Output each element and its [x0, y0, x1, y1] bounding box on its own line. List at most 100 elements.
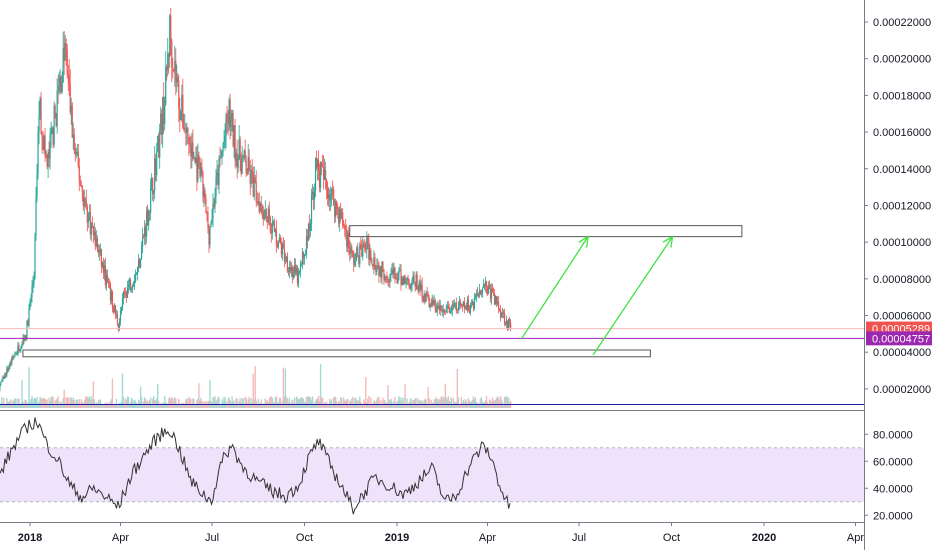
- candle-body: [429, 304, 431, 308]
- candle-body: [114, 305, 117, 315]
- volume-bar: [501, 402, 504, 408]
- candle-body: [292, 274, 295, 277]
- candle-body: [212, 203, 214, 219]
- range-rectangle[interactable]: [349, 225, 743, 238]
- volume-bar: [245, 397, 247, 408]
- volume-bar: [191, 404, 193, 408]
- candle-body: [154, 158, 156, 191]
- candle-body: [128, 280, 131, 286]
- volume-bar: [85, 396, 88, 408]
- candle-body: [306, 236, 309, 241]
- volume-bar: [472, 396, 475, 408]
- volume-bar: [86, 396, 89, 408]
- volume-bar: [242, 398, 244, 408]
- candle-body: [326, 180, 328, 188]
- candle-body: [307, 223, 310, 241]
- volume-bar: [209, 380, 211, 408]
- candle-body: [475, 293, 478, 297]
- volume-bar: [129, 402, 132, 408]
- arrow-line[interactable]: [592, 236, 674, 356]
- candle-body: [380, 266, 382, 278]
- volume-bar: [206, 403, 208, 408]
- candle-body: [291, 267, 294, 277]
- volume-bar: [141, 403, 144, 408]
- candle-body: [244, 150, 246, 162]
- volume-bar: [130, 397, 133, 408]
- candle-body: [405, 280, 407, 284]
- candle-body: [502, 312, 505, 314]
- volume-bar: [474, 397, 477, 408]
- candle-body: [189, 142, 191, 146]
- volume-bar: [286, 398, 289, 408]
- volume-bar: [121, 373, 124, 408]
- candle-body: [235, 152, 237, 161]
- volume-bar: [486, 402, 489, 408]
- candle-body: [271, 222, 273, 234]
- candle-body: [224, 136, 226, 142]
- candle-body: [401, 277, 403, 285]
- volume-bar: [169, 397, 171, 408]
- time-tick-label: Oct: [663, 532, 680, 544]
- volume-bar: [507, 397, 510, 408]
- price-tick-label: 0.00004000: [873, 347, 931, 359]
- candle-body: [37, 132, 39, 175]
- volume-bar: [457, 397, 460, 408]
- volume-bar: [377, 397, 379, 408]
- candle-body: [93, 231, 95, 236]
- volume-bar: [136, 404, 139, 408]
- range-rectangle[interactable]: [22, 349, 651, 358]
- candle-body: [194, 157, 196, 163]
- candle-body: [483, 284, 486, 286]
- candle-body: [261, 206, 263, 212]
- candle-body: [129, 280, 132, 290]
- candle-body: [184, 128, 186, 130]
- candle-body: [310, 194, 313, 224]
- volume-bar: [248, 396, 250, 408]
- candle-body: [1, 380, 3, 382]
- candle-body: [135, 273, 138, 275]
- volume-bar: [293, 397, 296, 408]
- candle-body: [339, 208, 341, 224]
- candle-body: [456, 309, 458, 311]
- volume-bar: [236, 398, 238, 408]
- candle-body: [56, 90, 58, 127]
- volume-bar: [332, 397, 335, 408]
- volume-bar: [65, 397, 67, 408]
- candle-body: [486, 287, 489, 294]
- volume-bar: [75, 399, 77, 408]
- candle-body: [131, 286, 134, 290]
- volume-bar: [101, 403, 104, 408]
- volume-bar: [466, 403, 469, 408]
- volume-bar: [467, 398, 470, 408]
- volume-bar: [162, 402, 164, 408]
- volume-bar: [258, 403, 260, 408]
- candle-body: [178, 80, 180, 109]
- candle-body: [446, 305, 448, 309]
- candle-body: [279, 237, 281, 245]
- volume-bar: [148, 399, 151, 408]
- candle-body: [451, 304, 453, 311]
- volume-bar: [262, 403, 264, 408]
- candle-body: [485, 280, 488, 288]
- candle-body: [181, 94, 183, 113]
- volume-bar: [330, 399, 333, 408]
- candle-body: [344, 226, 346, 229]
- arrow-line[interactable]: [521, 236, 589, 339]
- candle-body: [107, 282, 110, 284]
- candle-body: [411, 280, 413, 285]
- candle-body: [467, 299, 469, 311]
- volume-bar: [122, 396, 125, 408]
- candle-body: [426, 292, 428, 295]
- volume-bar: [347, 399, 349, 408]
- volume-bar: [239, 398, 241, 408]
- volume-bar: [119, 403, 122, 408]
- candle-body: [83, 198, 85, 206]
- volume-bar: [443, 398, 445, 408]
- volume-bar: [81, 402, 83, 408]
- candle-body: [205, 197, 207, 213]
- candle-body: [108, 283, 111, 285]
- candle-body: [359, 244, 361, 264]
- candle-body: [251, 170, 253, 173]
- candle-body: [104, 265, 107, 286]
